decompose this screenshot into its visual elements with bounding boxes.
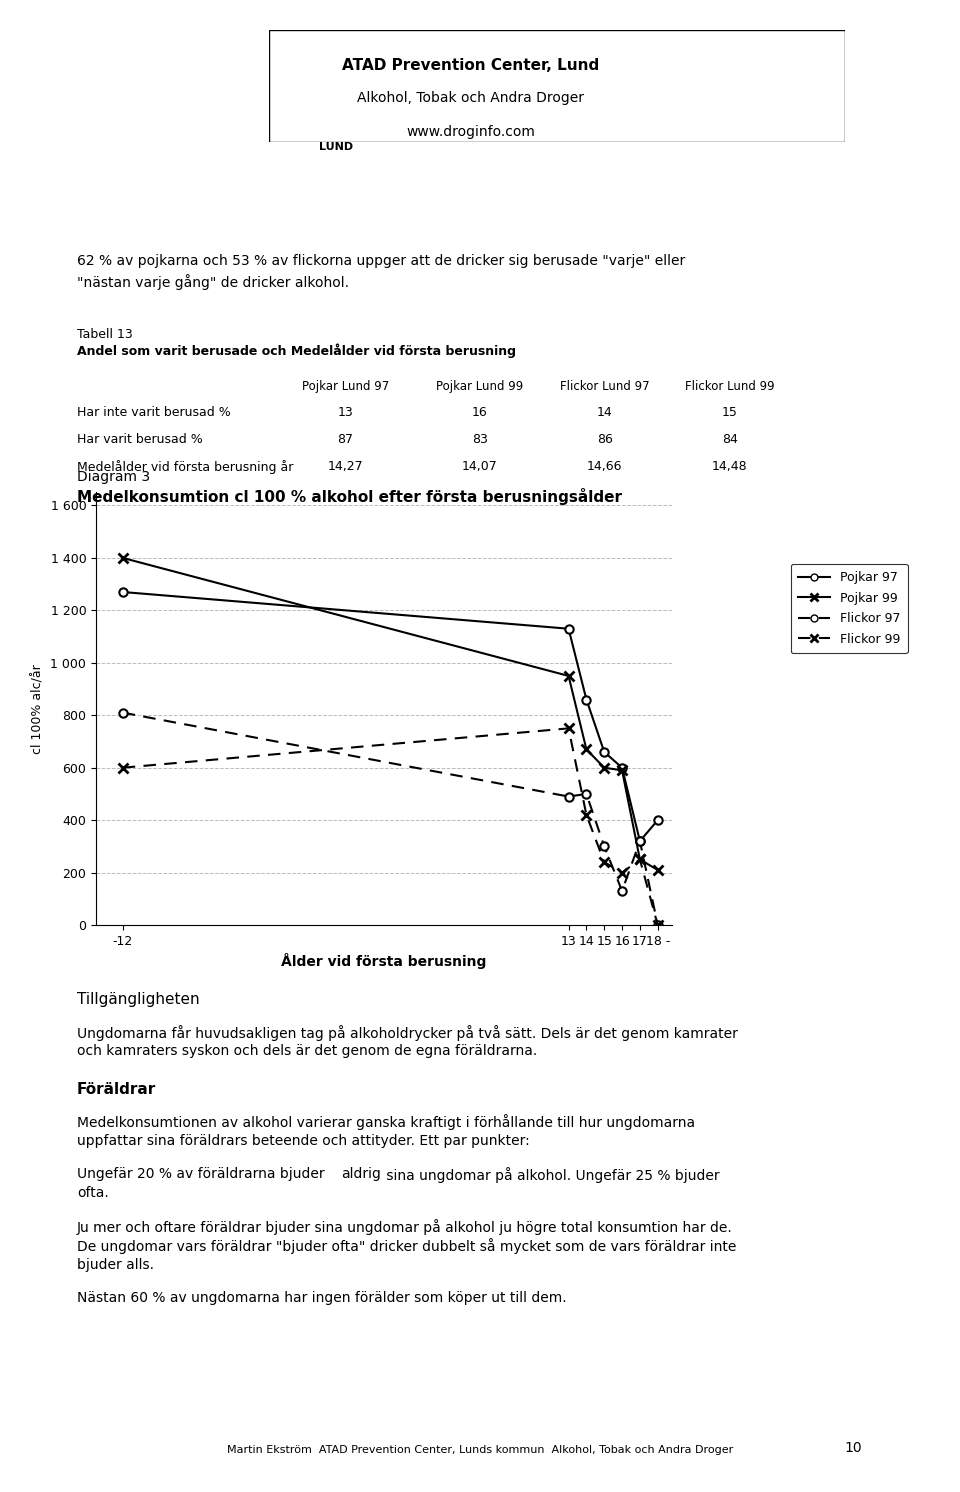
- Text: Pojkar Lund 99: Pojkar Lund 99: [437, 380, 523, 394]
- Text: 14,07: 14,07: [462, 460, 498, 473]
- Text: 16: 16: [472, 406, 488, 419]
- Text: sina ungdomar på alkohol. Ungefär 25 % bjuder: sina ungdomar på alkohol. Ungefär 25 % b…: [382, 1167, 720, 1183]
- Legend: Pojkar 97, Pojkar 99, Flickor 97, Flickor 99: Pojkar 97, Pojkar 99, Flickor 97, Flicko…: [791, 564, 907, 653]
- Text: 15: 15: [722, 406, 737, 419]
- Text: Ungdomarna får huvudsakligen tag på alkoholdrycker på två sätt. Dels är det geno: Ungdomarna får huvudsakligen tag på alko…: [77, 1025, 737, 1041]
- Text: 83: 83: [472, 433, 488, 446]
- Text: ofta.: ofta.: [77, 1186, 108, 1200]
- Text: uppfattar sina föräldrars beteende och attityder. Ett par punkter:: uppfattar sina föräldrars beteende och a…: [77, 1134, 530, 1147]
- Text: aldrig: aldrig: [341, 1167, 381, 1180]
- Text: Har varit berusad %: Har varit berusad %: [77, 433, 203, 446]
- Text: Diagram 3: Diagram 3: [77, 470, 150, 483]
- Text: 10: 10: [845, 1441, 862, 1455]
- Text: 62 % av pojkarna och 53 % av flickorna uppger att de dricker sig berusade "varje: 62 % av pojkarna och 53 % av flickorna u…: [77, 254, 685, 267]
- Text: Har inte varit berusad %: Har inte varit berusad %: [77, 406, 230, 419]
- Text: Medelkonsumtionen av alkohol varierar ganska kraftigt i förhållande till hur ung: Medelkonsumtionen av alkohol varierar ga…: [77, 1115, 695, 1131]
- Text: 14,27: 14,27: [327, 460, 364, 473]
- Text: "nästan varje gång" de dricker alkohol.: "nästan varje gång" de dricker alkohol.: [77, 275, 348, 291]
- Text: Nästan 60 % av ungdomarna har ingen förälder som köper ut till dem.: Nästan 60 % av ungdomarna har ingen förä…: [77, 1291, 566, 1304]
- Text: 14,48: 14,48: [711, 460, 748, 473]
- X-axis label: Ålder vid första berusning: Ålder vid första berusning: [281, 953, 487, 970]
- Text: Medelålder vid första berusning år: Medelålder vid första berusning år: [77, 460, 293, 473]
- Text: LUND: LUND: [319, 142, 353, 152]
- Text: 13: 13: [338, 406, 353, 419]
- Text: Pojkar Lund 97: Pojkar Lund 97: [302, 380, 389, 394]
- Text: 86: 86: [597, 433, 612, 446]
- Text: Alkohol, Tobak och Andra Droger: Alkohol, Tobak och Andra Droger: [357, 91, 584, 106]
- Text: Medelkonsumtion cl 100 % alkohol efter första berusningsålder: Medelkonsumtion cl 100 % alkohol efter f…: [77, 488, 622, 504]
- Text: 14,66: 14,66: [588, 460, 622, 473]
- Text: www.droginfo.com: www.droginfo.com: [406, 125, 535, 139]
- Text: De ungdomar vars föräldrar "bjuder ofta" dricker dubbelt så mycket som de vars f: De ungdomar vars föräldrar "bjuder ofta"…: [77, 1238, 736, 1255]
- Text: Tabell 13: Tabell 13: [77, 328, 132, 342]
- Text: Flickor Lund 99: Flickor Lund 99: [684, 380, 775, 394]
- Text: 84: 84: [722, 433, 737, 446]
- Text: Martin Ekström  ATAD Prevention Center, Lunds kommun  Alkohol, Tobak och Andra D: Martin Ekström ATAD Prevention Center, L…: [227, 1444, 733, 1455]
- Text: och kamraters syskon och dels är det genom de egna föräldrarna.: och kamraters syskon och dels är det gen…: [77, 1044, 537, 1058]
- Text: Flickor Lund 97: Flickor Lund 97: [560, 380, 650, 394]
- Text: Föräldrar: Föräldrar: [77, 1082, 156, 1097]
- Text: Ju mer och oftare föräldrar bjuder sina ungdomar på alkohol ju högre total konsu: Ju mer och oftare föräldrar bjuder sina …: [77, 1219, 732, 1235]
- Y-axis label: cl 100% alc/år: cl 100% alc/år: [32, 664, 45, 753]
- Text: bjuder alls.: bjuder alls.: [77, 1258, 154, 1271]
- Text: 87: 87: [338, 433, 353, 446]
- Text: Andel som varit berusade och Medelålder vid första berusning: Andel som varit berusade och Medelålder …: [77, 343, 516, 358]
- Text: 14: 14: [597, 406, 612, 419]
- Text: ATAD Prevention Center, Lund: ATAD Prevention Center, Lund: [342, 58, 599, 73]
- Text: Tillgängligheten: Tillgängligheten: [77, 992, 200, 1007]
- Text: Ungefär 20 % av föräldrarna bjuder: Ungefär 20 % av föräldrarna bjuder: [77, 1167, 328, 1180]
